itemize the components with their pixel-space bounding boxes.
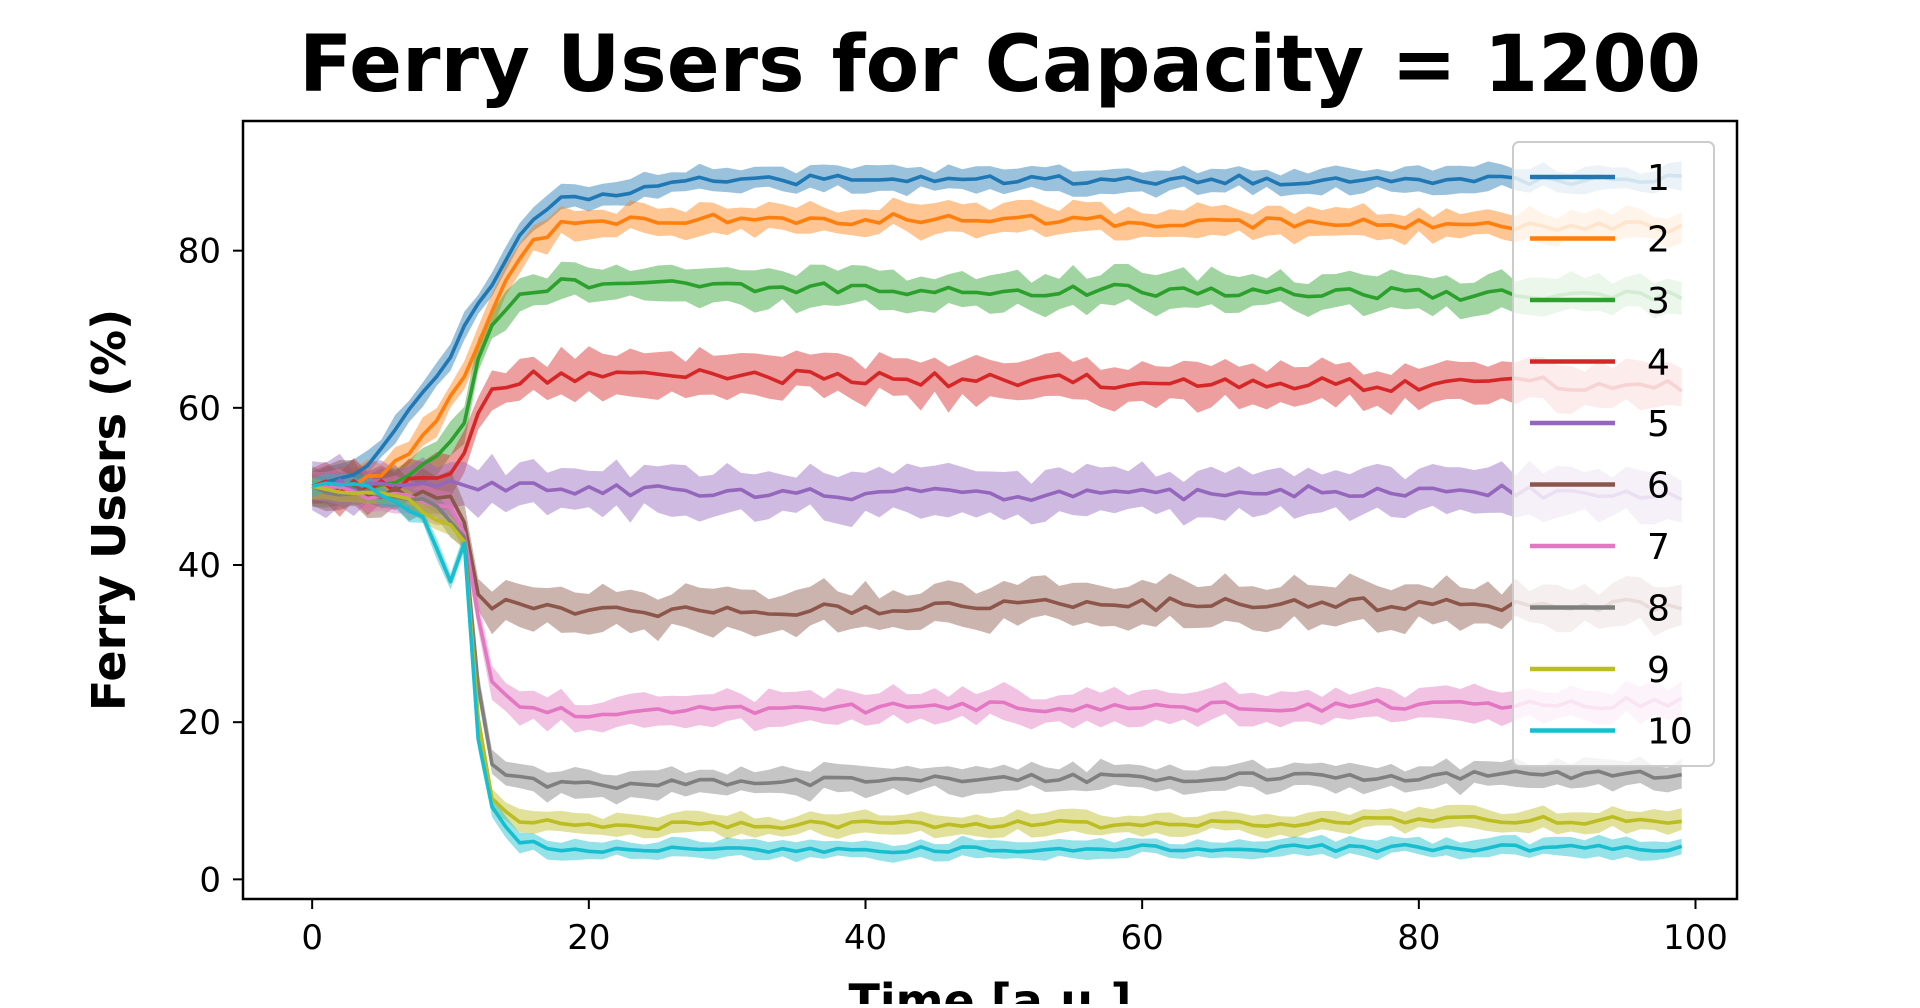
plot-area-frame	[241, 119, 1739, 901]
legend-label-6: 6	[1647, 466, 1670, 507]
x-tick-label: 0	[301, 918, 323, 958]
series-8-line	[311, 484, 1683, 791]
legend-label-1: 1	[1647, 158, 1670, 199]
y-axis-label: Ferry Users (%)	[82, 309, 136, 711]
legend-label-7: 7	[1647, 527, 1670, 568]
series-1-line	[311, 173, 1682, 489]
legend-label-5: 5	[1647, 404, 1670, 445]
series-5-band	[312, 453, 1682, 528]
legend-label-8: 8	[1647, 589, 1670, 630]
x-tick-label: 100	[1663, 918, 1728, 958]
x-tick-label: 60	[1121, 918, 1164, 958]
series-10-line	[311, 481, 1683, 855]
legend-items: 1 2 3 4 5 6 7 8 9 10	[1530, 158, 1693, 753]
x-tick-label: 80	[1397, 918, 1440, 958]
y-axis-ticks: 0 20 40 60 80	[178, 232, 243, 900]
legend-label-4: 4	[1647, 343, 1670, 384]
series-7-line	[312, 484, 1683, 719]
series-5-line	[311, 478, 1683, 502]
chart-title: Ferry Users for Capacity = 1200	[299, 20, 1701, 110]
series-9-line	[311, 484, 1682, 832]
y-tick-label: 40	[178, 546, 221, 586]
x-tick-label: 20	[567, 918, 610, 958]
series-6-line	[311, 481, 1683, 619]
legend-label-9: 9	[1647, 650, 1670, 691]
legend-box	[1512, 141, 1715, 767]
y-tick-label: 20	[178, 703, 221, 743]
series-4-line	[311, 368, 1683, 495]
series-8-band	[312, 474, 1682, 805]
y-tick-label: 60	[178, 389, 221, 429]
x-tick-label: 40	[844, 918, 887, 958]
series-lines	[311, 173, 1683, 855]
x-axis-ticks: 0 20 40 60 80 100	[301, 899, 1728, 958]
y-tick-label: 0	[199, 860, 221, 900]
series-6-band	[312, 460, 1682, 642]
legend-label-2: 2	[1647, 220, 1670, 261]
series-2-line	[311, 212, 1683, 493]
y-tick-label: 80	[178, 232, 221, 272]
series-3-line	[311, 277, 1683, 492]
legend: 1 2 3 4 5 6 7 8 9 10	[1512, 141, 1715, 767]
series-4-band	[312, 346, 1682, 517]
x-axis-label: Time [a.u.]	[848, 974, 1131, 1004]
legend-label-3: 3	[1647, 281, 1670, 322]
legend-label-10: 10	[1647, 712, 1693, 753]
